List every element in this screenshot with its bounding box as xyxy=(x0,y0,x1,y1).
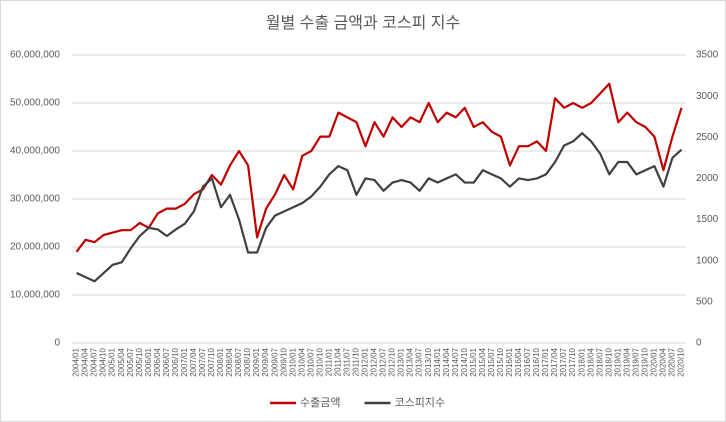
x-tick-label: 2020/10 xyxy=(677,347,686,376)
x-tick-label: 2010/04 xyxy=(297,347,306,376)
x-tick-label: 2015/04 xyxy=(478,347,487,376)
chart-title: 월별 수출 금액과 코스피 지수 xyxy=(266,14,460,32)
y2-tick-label: 2000 xyxy=(696,173,719,184)
legend-label: 코스피지수 xyxy=(394,396,445,409)
x-tick-label: 2018/10 xyxy=(604,347,613,376)
x-tick-label: 2015/07 xyxy=(487,347,496,376)
x-tick-label: 2020/04 xyxy=(659,347,668,376)
x-tick-label: 2018/04 xyxy=(586,347,595,376)
y-tick-label: 10,000,000 xyxy=(10,290,60,301)
x-tick-label: 2005/04 xyxy=(117,347,126,376)
x-tick-label: 2017/10 xyxy=(568,347,577,376)
x-tick-label: 2006/07 xyxy=(162,347,171,376)
series-line xyxy=(76,132,683,283)
x-tick-label: 2018/01 xyxy=(577,347,586,376)
y2-tick-label: 1000 xyxy=(696,255,719,266)
y-tick-label: 60,000,000 xyxy=(10,50,60,61)
y2-tick-label: 2500 xyxy=(696,132,719,143)
y2-tick-label: 3500 xyxy=(696,50,719,61)
x-tick-label: 2015/10 xyxy=(496,347,505,376)
x-tick-label: 2005/10 xyxy=(135,347,144,376)
y2-tick-label: 500 xyxy=(696,296,713,307)
y2-tick-label: 0 xyxy=(696,338,702,349)
x-tick-label: 2019/10 xyxy=(640,347,649,376)
y-tick-label: 50,000,000 xyxy=(10,98,60,109)
x-tick-label: 2016/04 xyxy=(514,347,523,376)
x-tick-label: 2019/04 xyxy=(622,347,631,376)
x-tick-label: 2006/04 xyxy=(153,347,162,376)
x-tick-label: 2020/07 xyxy=(668,347,677,376)
y2-tick-label: 1500 xyxy=(696,214,719,225)
x-tick-label: 2012/10 xyxy=(388,347,397,376)
x-tick-label: 2012/07 xyxy=(379,347,388,376)
x-tick-label: 2010/10 xyxy=(315,347,324,376)
x-tick-label: 2012/04 xyxy=(370,347,379,376)
y-tick-label: 0 xyxy=(54,338,60,349)
x-tick-label: 2009/07 xyxy=(270,347,279,376)
x-tick-label: 2017/04 xyxy=(550,347,559,376)
legend-label: 수출금액 xyxy=(300,396,340,409)
x-tick-label: 2005/07 xyxy=(126,347,135,376)
x-tick-label: 2013/07 xyxy=(415,347,424,376)
x-tick-label: 2009/04 xyxy=(261,347,270,376)
x-tick-label: 2008/04 xyxy=(225,347,234,376)
x-tick-label: 2010/07 xyxy=(306,347,315,376)
series-line xyxy=(75,82,683,253)
x-tick-label: 2013/01 xyxy=(397,347,406,376)
x-tick-label: 2009/10 xyxy=(279,347,288,376)
x-tick-label: 2004/01 xyxy=(72,347,81,376)
x-tick-label: 2017/01 xyxy=(541,347,550,376)
x-tick-label: 2007/04 xyxy=(189,347,198,376)
x-tick-label: 2011/04 xyxy=(333,347,342,376)
x-tick-label: 2010/01 xyxy=(288,347,297,376)
x-tick-label: 2011/10 xyxy=(352,347,361,376)
x-tick-label: 2016/07 xyxy=(523,347,532,376)
x-tick-label: 2011/07 xyxy=(343,347,352,376)
x-tick-label: 2004/07 xyxy=(90,347,99,376)
x-tick-label: 2008/07 xyxy=(234,347,243,376)
x-tick-label: 2014/01 xyxy=(433,347,442,376)
x-tick-label: 2007/07 xyxy=(198,347,207,376)
x-tick-label: 2019/07 xyxy=(631,347,640,376)
x-tick-label: 2017/07 xyxy=(559,347,568,376)
y-tick-label: 20,000,000 xyxy=(10,242,60,253)
x-tick-label: 2008/01 xyxy=(216,347,225,376)
x-tick-label: 2006/01 xyxy=(144,347,153,376)
x-tick-label: 2013/10 xyxy=(424,347,433,376)
x-tick-label: 2014/04 xyxy=(442,347,451,376)
y2-tick-label: 3000 xyxy=(696,91,719,102)
y-tick-label: 40,000,000 xyxy=(10,146,60,157)
x-tick-label: 2018/07 xyxy=(595,347,604,376)
x-tick-label: 2008/10 xyxy=(243,347,252,376)
x-tick-label: 2004/04 xyxy=(81,347,90,376)
x-tick-label: 2013/04 xyxy=(406,347,415,376)
x-tick-label: 2016/01 xyxy=(505,347,514,376)
x-tick-label: 2006/10 xyxy=(171,347,180,376)
x-tick-label: 2004/10 xyxy=(99,347,108,376)
x-tick-label: 2014/07 xyxy=(451,347,460,376)
x-tick-label: 2012/01 xyxy=(361,347,370,376)
x-tick-label: 2007/10 xyxy=(207,347,216,376)
x-tick-label: 2007/01 xyxy=(180,347,189,376)
x-tick-label: 2020/01 xyxy=(650,347,659,376)
x-tick-label: 2014/10 xyxy=(460,347,469,376)
x-tick-label: 2016/10 xyxy=(532,347,541,376)
x-tick-label: 2015/01 xyxy=(469,347,478,376)
x-tick-label: 2005/01 xyxy=(108,347,117,376)
x-tick-label: 2011/01 xyxy=(324,347,333,376)
x-tick-label: 2019/01 xyxy=(613,347,622,376)
x-tick-label: 2009/01 xyxy=(252,347,261,376)
y-tick-label: 30,000,000 xyxy=(10,194,60,205)
